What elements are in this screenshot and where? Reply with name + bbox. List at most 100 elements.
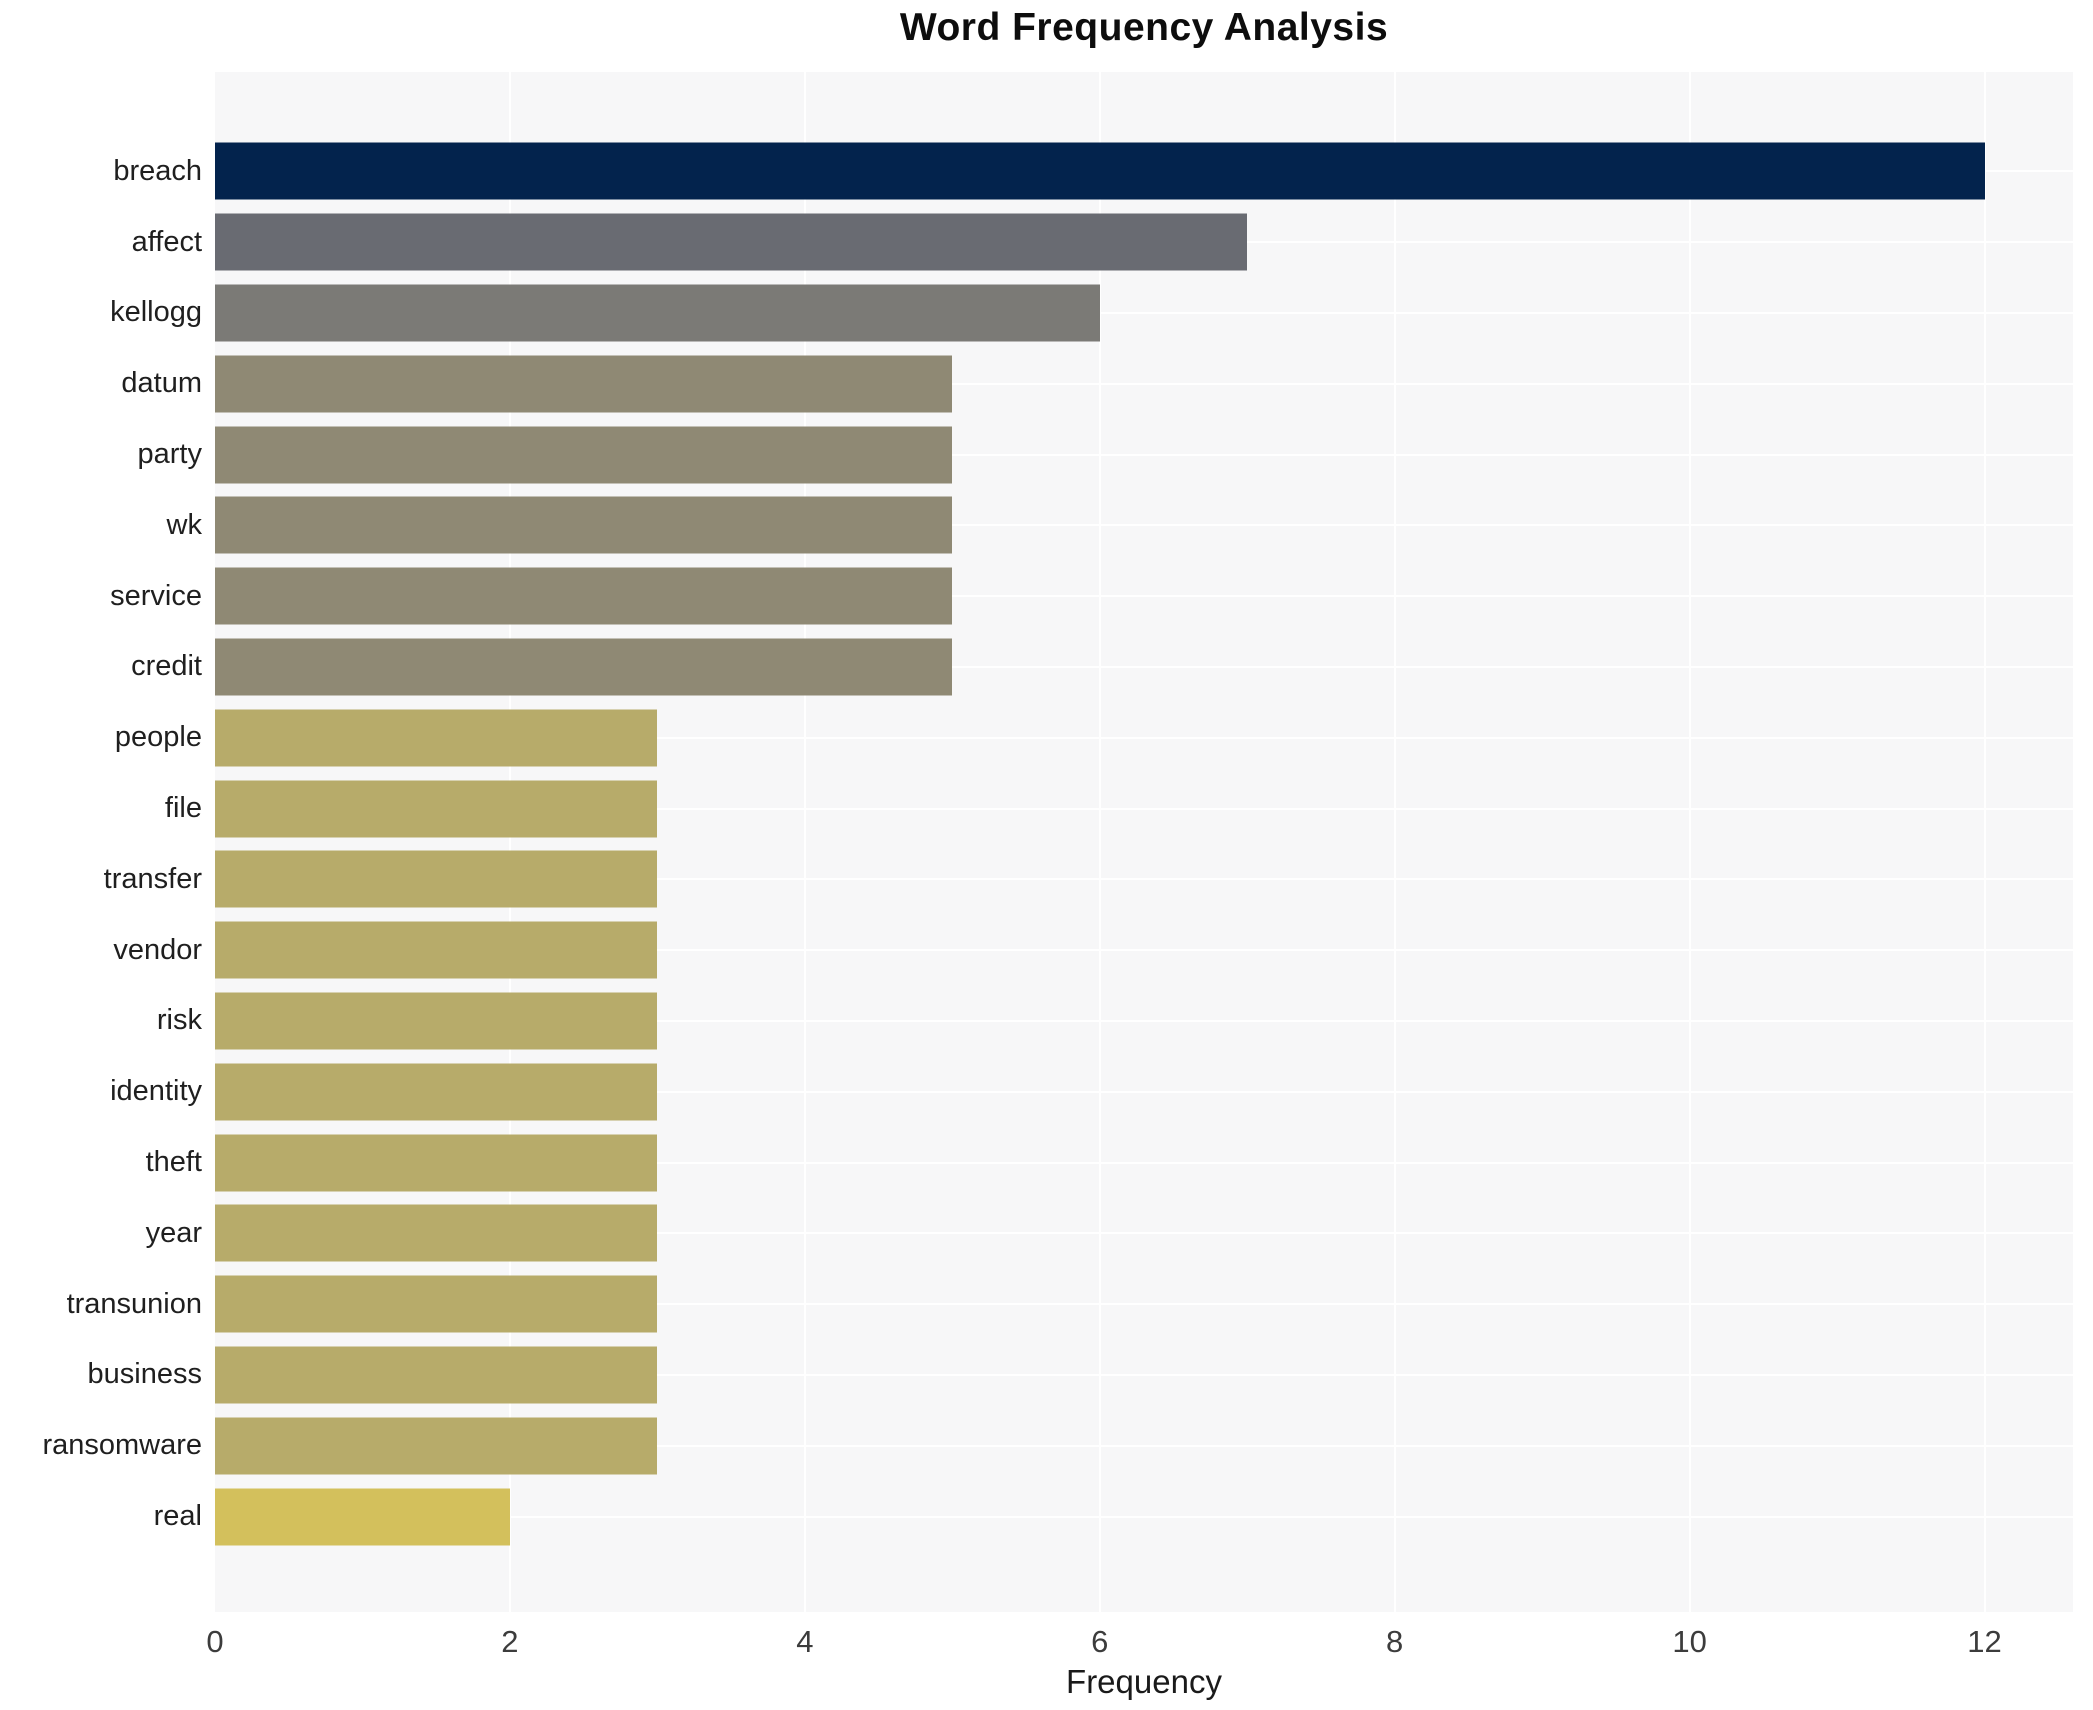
bar-wk [215,496,953,554]
bar-row-party [215,419,2073,490]
y-tick-label-risk: risk [156,1004,202,1037]
gridline-y-transfer [215,878,2073,881]
bar-row-identity [215,1056,2073,1127]
ylabel-row-vendor: vendor [0,915,202,986]
ylabel-row-ransomware: ransomware [0,1410,202,1481]
ylabel-row-year: year [0,1198,202,1269]
bar-row-vendor [215,915,2073,986]
gridline-y-business [215,1373,2073,1376]
bar-transfer [215,850,658,908]
bar-row-credit [215,632,2073,703]
y-tick-label-affect: affect [131,225,202,258]
gridline-x-12 [1983,72,1986,1612]
bar-theft [215,1134,658,1192]
bar-row-affect [215,207,2073,278]
gridline-y-risk [215,1019,2073,1022]
y-tick-label-theft: theft [145,1146,202,1179]
ylabel-row-datum: datum [0,348,202,419]
y-tick-label-wk: wk [166,508,202,541]
ylabel-row-transfer: transfer [0,844,202,915]
bar-kellogg [215,284,1100,342]
gridline-y-real [215,1515,2073,1518]
bar-transunion [215,1275,658,1333]
ylabel-row-breach: breach [0,136,202,207]
y-tick-label-real: real [153,1500,202,1533]
gridline-y-kellogg [215,311,2073,314]
bar-business [215,1346,658,1404]
bar-row-ransomware [215,1410,2073,1481]
bar-people [215,709,658,767]
bar-party [215,426,953,484]
bar-breach [215,142,1985,200]
x-tick-label-4: 4 [796,1624,814,1659]
bar-row-transunion [215,1269,2073,1340]
ylabel-row-file: file [0,773,202,844]
bar-year [215,1204,658,1262]
bar-risk [215,992,658,1050]
gridline-y-credit [215,665,2073,668]
bar-row-breach [215,136,2073,207]
bar-row-year [215,1198,2073,1269]
gridline-y-file [215,807,2073,810]
gridline-x-2 [508,72,511,1612]
bar-datum [215,355,953,413]
bar-row-business [215,1340,2073,1411]
gridline-x-10 [1688,72,1691,1612]
gridline-y-transunion [215,1303,2073,1306]
y-tick-label-service: service [110,579,202,612]
x-tick-label-10: 10 [1672,1624,1707,1659]
ylabel-row-identity: identity [0,1056,202,1127]
bar-row-people [215,702,2073,773]
gridline-y-vendor [215,949,2073,952]
x-axis-label: Frequency [1066,1663,1222,1700]
x-tick-label-6: 6 [1091,1624,1109,1659]
plot-area [215,72,2073,1612]
ylabel-row-service: service [0,561,202,632]
gridline-y-service [215,595,2073,598]
bar-row-real [215,1481,2073,1552]
ylabel-row-kellogg: kellogg [0,278,202,349]
y-tick-label-people: people [114,721,202,754]
gridline-y-party [215,453,2073,456]
y-tick-label-party: party [137,438,202,471]
ylabel-row-real: real [0,1481,202,1552]
x-tick-label-12: 12 [1967,1624,2002,1659]
y-tick-label-transunion: transunion [66,1287,202,1320]
y-tick-label-identity: identity [110,1075,202,1108]
y-tick-label-breach: breach [113,154,202,187]
gridline-x-4 [803,72,806,1612]
gridline-y-ransomware [215,1444,2073,1447]
bar-row-kellogg [215,278,2073,349]
gridline-x-6 [1098,72,1101,1612]
ylabel-row-theft: theft [0,1127,202,1198]
y-tick-label-year: year [145,1216,202,1249]
x-tick-label-8: 8 [1386,1624,1404,1659]
bar-row-transfer [215,844,2073,915]
y-tick-label-ransomware: ransomware [42,1429,202,1462]
gridline-y-identity [215,1090,2073,1093]
ylabel-row-transunion: transunion [0,1269,202,1340]
bar-row-datum [215,348,2073,419]
x-tick-label-2: 2 [501,1624,519,1659]
y-tick-label-vendor: vendor [113,933,202,966]
chart-title: Word Frequency Analysis [899,6,1389,49]
bar-row-service [215,561,2073,632]
bar-file [215,780,658,838]
bar-real [215,1488,510,1546]
bar-row-risk [215,986,2073,1057]
x-tick-label-0: 0 [206,1624,224,1659]
bar-vendor [215,921,658,979]
y-axis-labels: breach affect kellogg datum party wk service cr… [0,72,202,1612]
bar-identity [215,1063,658,1121]
y-tick-label-credit: credit [131,650,202,683]
bar-row-theft [215,1127,2073,1198]
bar-row-file [215,773,2073,844]
bar-affect [215,213,1248,271]
ylabel-row-people: people [0,702,202,773]
gridline-x-8 [1393,72,1396,1612]
gridline-y-people [215,736,2073,739]
gridline-y-datum [215,382,2073,385]
bar-service [215,567,953,625]
bar-credit [215,638,953,696]
